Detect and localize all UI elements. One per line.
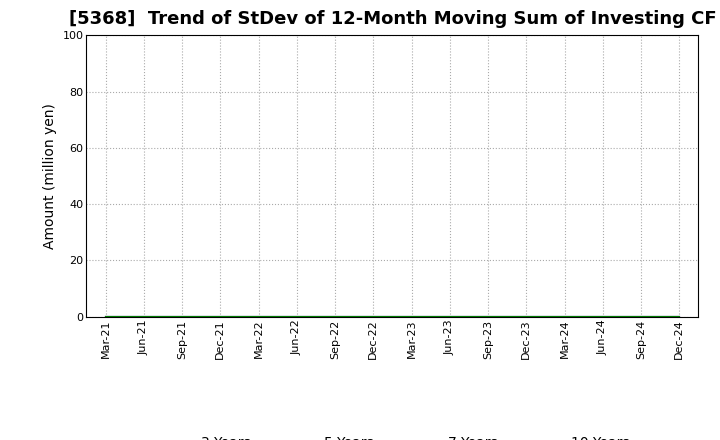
3 Years [254,314,263,319]
7 Years [292,314,301,319]
5 Years [178,314,186,319]
7 Years [598,314,607,319]
5 Years [408,314,416,319]
3 Years [522,314,531,319]
10 Years [178,314,186,319]
7 Years [484,314,492,319]
10 Years [446,314,454,319]
7 Years [254,314,263,319]
10 Years [408,314,416,319]
7 Years [522,314,531,319]
5 Years [636,314,645,319]
7 Years [216,314,225,319]
10 Years [522,314,531,319]
7 Years [330,314,339,319]
3 Years [330,314,339,319]
10 Years [598,314,607,319]
7 Years [178,314,186,319]
7 Years [675,314,683,319]
5 Years [330,314,339,319]
10 Years [330,314,339,319]
7 Years [369,314,377,319]
3 Years [216,314,225,319]
10 Years [254,314,263,319]
10 Years [140,314,148,319]
5 Years [522,314,531,319]
7 Years [408,314,416,319]
7 Years [140,314,148,319]
7 Years [560,314,569,319]
3 Years [636,314,645,319]
3 Years [598,314,607,319]
5 Years [484,314,492,319]
7 Years [446,314,454,319]
5 Years [216,314,225,319]
5 Years [292,314,301,319]
5 Years [369,314,377,319]
3 Years [675,314,683,319]
10 Years [484,314,492,319]
10 Years [675,314,683,319]
5 Years [446,314,454,319]
3 Years [560,314,569,319]
10 Years [560,314,569,319]
3 Years [292,314,301,319]
5 Years [560,314,569,319]
10 Years [636,314,645,319]
Y-axis label: Amount (million yen): Amount (million yen) [43,103,57,249]
3 Years [178,314,186,319]
5 Years [140,314,148,319]
10 Years [292,314,301,319]
10 Years [216,314,225,319]
3 Years [446,314,454,319]
3 Years [140,314,148,319]
3 Years [369,314,377,319]
5 Years [254,314,263,319]
Title: [5368]  Trend of StDev of 12-Month Moving Sum of Investing CF: [5368] Trend of StDev of 12-Month Moving… [68,10,716,28]
3 Years [408,314,416,319]
3 Years [102,314,110,319]
7 Years [636,314,645,319]
7 Years [102,314,110,319]
5 Years [675,314,683,319]
10 Years [102,314,110,319]
10 Years [369,314,377,319]
5 Years [598,314,607,319]
5 Years [102,314,110,319]
Legend: 3 Years, 5 Years, 7 Years, 10 Years: 3 Years, 5 Years, 7 Years, 10 Years [150,431,635,440]
3 Years [484,314,492,319]
